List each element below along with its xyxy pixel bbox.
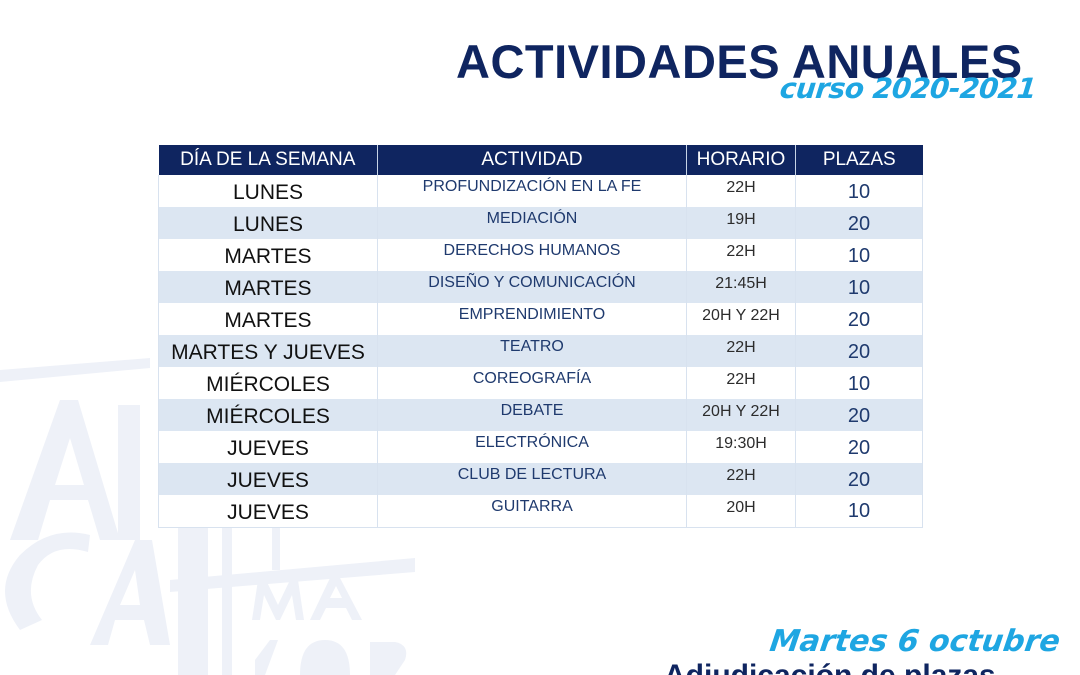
table-row: LUNES MEDIACIÓN 19H 20	[158, 207, 923, 239]
table-row: JUEVES GUITARRA 20H 10	[158, 495, 923, 527]
cell-schedule: 22H	[686, 175, 796, 207]
cell-places: 10	[847, 372, 871, 395]
cell-day: MIÉRCOLES	[158, 399, 378, 431]
cell-places: 20	[847, 436, 871, 459]
cell-activity: DEBATE	[377, 399, 687, 431]
cell-activity: ELECTRÓNICA	[377, 431, 687, 463]
column-header-day: DÍA DE LA SEMANA	[158, 145, 378, 175]
cell-activity: DISEÑO Y COMUNICACIÓN	[377, 271, 687, 303]
cell-day: JUEVES	[158, 431, 378, 463]
cell-day: JUEVES	[158, 463, 378, 495]
cell-places: 20	[847, 212, 871, 235]
table-row: MARTES DISEÑO Y COMUNICACIÓN 21:45H 10	[158, 271, 923, 303]
cell-day: LUNES	[158, 175, 378, 207]
cell-places: 10	[847, 180, 871, 203]
cell-activity: PROFUNDIZACIÓN EN LA FE	[377, 175, 687, 207]
cell-places: 10	[847, 244, 871, 267]
allocation-title: Adjudicación de plazas	[664, 658, 1080, 675]
cell-schedule: 22H	[686, 463, 796, 495]
cell-activity: MEDIACIÓN	[377, 207, 687, 239]
table-row: MIÉRCOLES COREOGRAFÍA 22H 10	[158, 367, 923, 399]
cell-schedule: 21:45H	[686, 271, 796, 303]
cell-places: 10	[847, 276, 871, 299]
cell-schedule: 20H	[686, 495, 796, 527]
cell-day: MIÉRCOLES	[158, 367, 378, 399]
course-subtitle: curso 2020-2021	[778, 72, 1038, 105]
cell-day: MARTES	[158, 271, 378, 303]
cell-day: MARTES	[158, 239, 378, 271]
column-header-places: PLAZAS	[795, 145, 923, 175]
table-row: MARTES DERECHOS HUMANOS 22H 10	[158, 239, 923, 271]
cell-activity: EMPRENDIMIENTO	[377, 303, 687, 335]
cell-activity: TEATRO	[377, 335, 687, 367]
cell-day: MARTES	[158, 303, 378, 335]
cell-places: 20	[847, 404, 871, 427]
cell-schedule: 20H Y 22H	[686, 399, 796, 431]
cell-schedule: 22H	[686, 335, 796, 367]
cell-activity: CLUB DE LECTURA	[377, 463, 687, 495]
cell-schedule: 19:30H	[686, 431, 796, 463]
cell-day: LUNES	[158, 207, 378, 239]
cell-activity: COREOGRAFÍA	[377, 367, 687, 399]
cell-activity: GUITARRA	[377, 495, 687, 527]
cell-schedule: 19H	[686, 207, 796, 239]
activities-table: DÍA DE LA SEMANA ACTIVIDAD HORARIO PLAZA…	[158, 145, 923, 528]
cell-activity: DERECHOS HUMANOS	[377, 239, 687, 271]
table-row: JUEVES CLUB DE LECTURA 22H 20	[158, 463, 923, 495]
allocation-date: Martes 6 octubre	[767, 624, 1063, 659]
cell-places: 10	[847, 500, 871, 523]
table-row: MARTES EMPRENDIMIENTO 20H Y 22H 20	[158, 303, 923, 335]
cell-day: JUEVES	[158, 495, 378, 527]
table-row: LUNES PROFUNDIZACIÓN EN LA FE 22H 10	[158, 175, 923, 207]
cell-places: 20	[847, 468, 871, 491]
cell-schedule: 22H	[686, 367, 796, 399]
cell-places: 20	[847, 308, 871, 331]
table-row: MARTES Y JUEVES TEATRO 22H 20	[158, 335, 923, 367]
cell-day: MARTES Y JUEVES	[158, 335, 378, 367]
cell-schedule: 20H Y 22H	[686, 303, 796, 335]
cell-places: 20	[847, 340, 871, 363]
column-header-activity: ACTIVIDAD	[377, 145, 687, 175]
column-header-schedule: HORARIO	[686, 145, 796, 175]
cell-schedule: 22H	[686, 239, 796, 271]
page-title: ACTIVIDADES ANUALES	[456, 35, 1023, 88]
table-row: JUEVES ELECTRÓNICA 19:30H 20	[158, 431, 923, 463]
table-row: MIÉRCOLES DEBATE 20H Y 22H 20	[158, 399, 923, 431]
table-header-row: DÍA DE LA SEMANA ACTIVIDAD HORARIO PLAZA…	[158, 145, 923, 175]
